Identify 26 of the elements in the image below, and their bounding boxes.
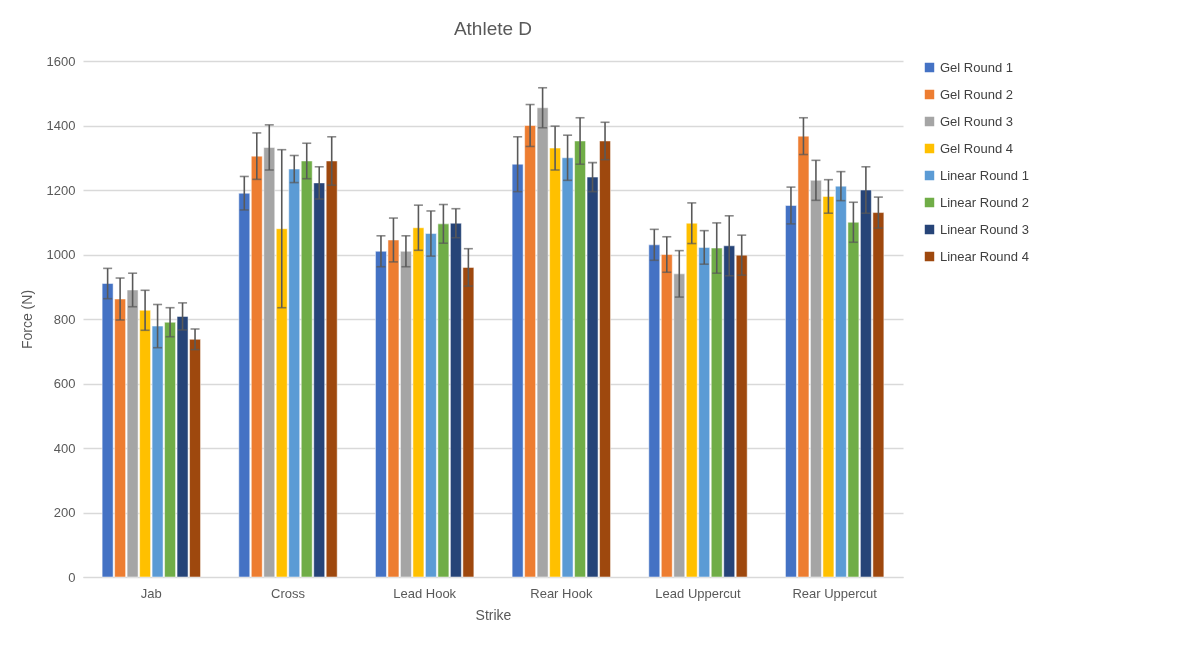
legend-label: Gel Round 2	[940, 86, 1013, 102]
legend-label: Linear Round 4	[940, 248, 1029, 264]
y-tick-label: 600	[53, 376, 76, 391]
y-tick-label: 1200	[46, 182, 76, 198]
x-tick-label: Rear Hook	[530, 585, 593, 601]
legend-label: Linear Round 3	[940, 221, 1029, 237]
y-tick-label: 400	[53, 440, 76, 456]
y-tick-label: 200	[53, 505, 76, 520]
y-tick-label: 1000	[46, 247, 76, 262]
legend-label: Linear Round 1	[940, 167, 1029, 183]
x-tick-label: Lead Hook	[393, 585, 457, 601]
legend-label: Gel Round 3	[940, 113, 1013, 129]
legend-label: Gel Round 4	[940, 140, 1013, 156]
legend-label: Linear Round 2	[940, 194, 1029, 210]
x-tick-label: Cross	[271, 585, 306, 601]
legend-label: Gel Round 1	[940, 59, 1013, 75]
y-axis-title: Force (N)	[18, 289, 35, 350]
x-tick-label: Lead Uppercut	[655, 585, 742, 601]
chart-title: Athlete D	[453, 18, 533, 39]
y-tick-label: 1400	[46, 118, 76, 133]
x-tick-label: Rear Uppercut	[792, 585, 878, 601]
x-tick-label: Jab	[140, 585, 162, 601]
y-tick-label: 1600	[46, 53, 76, 69]
y-tick-label: 0	[68, 569, 76, 585]
x-axis-title: Strike	[475, 606, 512, 623]
y-tick-label: 800	[53, 311, 76, 327]
